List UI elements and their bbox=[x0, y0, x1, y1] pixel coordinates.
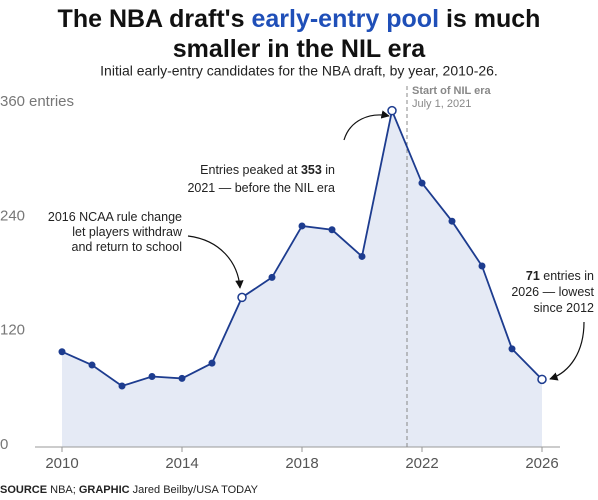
annotation-part: since 2012 bbox=[534, 301, 595, 315]
annotation-part: in bbox=[322, 163, 335, 177]
chart-title: The NBA draft's early-entry pool is much… bbox=[29, 4, 569, 64]
point bbox=[387, 105, 397, 116]
point bbox=[58, 348, 66, 356]
annotation-part: 2016 NCAA rule change bbox=[48, 210, 182, 224]
point bbox=[148, 372, 156, 380]
y-axis-label: entries bbox=[29, 93, 74, 110]
annotation: and return to school bbox=[72, 240, 183, 254]
arrow bbox=[549, 321, 585, 381]
point bbox=[178, 374, 186, 382]
point bbox=[208, 359, 216, 367]
annotation: let players withdraw bbox=[72, 225, 183, 239]
x-tick-label: 2022 bbox=[405, 455, 438, 472]
source-part: Jared Beilby/USA TODAY bbox=[130, 484, 259, 496]
point bbox=[418, 179, 426, 187]
source: SOURCE NBA; GRAPHIC Jared Beilby/USA TOD… bbox=[0, 484, 259, 496]
annotation: 2016 NCAA rule change bbox=[48, 210, 182, 224]
annotation-part: Entries peaked at bbox=[200, 163, 301, 177]
source-part: NBA; bbox=[47, 484, 79, 496]
chart-subtitle: Initial early-entry candidates for the N… bbox=[100, 63, 498, 79]
x-tick-label: 2026 bbox=[525, 455, 558, 472]
point bbox=[537, 374, 547, 385]
point bbox=[268, 273, 276, 281]
y-tick-label: 240 bbox=[0, 207, 25, 224]
annotation-part: 353 bbox=[301, 163, 322, 177]
point bbox=[237, 292, 247, 303]
arrow bbox=[343, 110, 390, 141]
arrow bbox=[187, 235, 244, 289]
nil-label: Start of NIL era bbox=[412, 85, 492, 97]
area bbox=[62, 110, 542, 448]
y-tick-label: 360 bbox=[0, 93, 25, 110]
point bbox=[448, 217, 456, 225]
source-part: SOURCE bbox=[0, 484, 47, 496]
x-tick-label: 2014 bbox=[165, 455, 198, 472]
annotation-part: 2026 — lowest bbox=[511, 285, 594, 299]
annotation: since 2012 bbox=[534, 301, 595, 315]
y-tick-label: 0 bbox=[0, 436, 8, 453]
title-part: The NBA draft's bbox=[57, 5, 252, 33]
title-part: is much smaller in the NIL era bbox=[172, 5, 541, 63]
x-tick-label: 2010 bbox=[45, 455, 78, 472]
annotation-part: 2021 — before the NIL era bbox=[187, 181, 335, 195]
point bbox=[298, 222, 306, 230]
nil-sublabel: July 1, 2021 bbox=[412, 98, 471, 110]
annotation: 2026 — lowest bbox=[511, 285, 594, 299]
point bbox=[328, 226, 336, 234]
y-tick-label: 120 bbox=[0, 322, 25, 339]
point bbox=[478, 262, 486, 270]
point bbox=[118, 382, 126, 390]
title-part: early-entry pool bbox=[251, 5, 440, 33]
annotation-part: and return to school bbox=[72, 240, 183, 254]
point bbox=[88, 361, 96, 369]
annotation: 2021 — before the NIL era bbox=[187, 181, 335, 195]
annotation-part: 71 bbox=[526, 269, 540, 283]
x-tick-label: 2018 bbox=[285, 455, 318, 472]
point bbox=[508, 345, 516, 353]
annotation: Entries peaked at 353 in bbox=[200, 163, 335, 177]
annotation-part: entries in bbox=[540, 269, 594, 283]
annotation-part: let players withdraw bbox=[72, 225, 183, 239]
point bbox=[358, 252, 366, 260]
annotation: 71 entries in bbox=[526, 269, 594, 283]
source-part: GRAPHIC bbox=[79, 484, 130, 496]
